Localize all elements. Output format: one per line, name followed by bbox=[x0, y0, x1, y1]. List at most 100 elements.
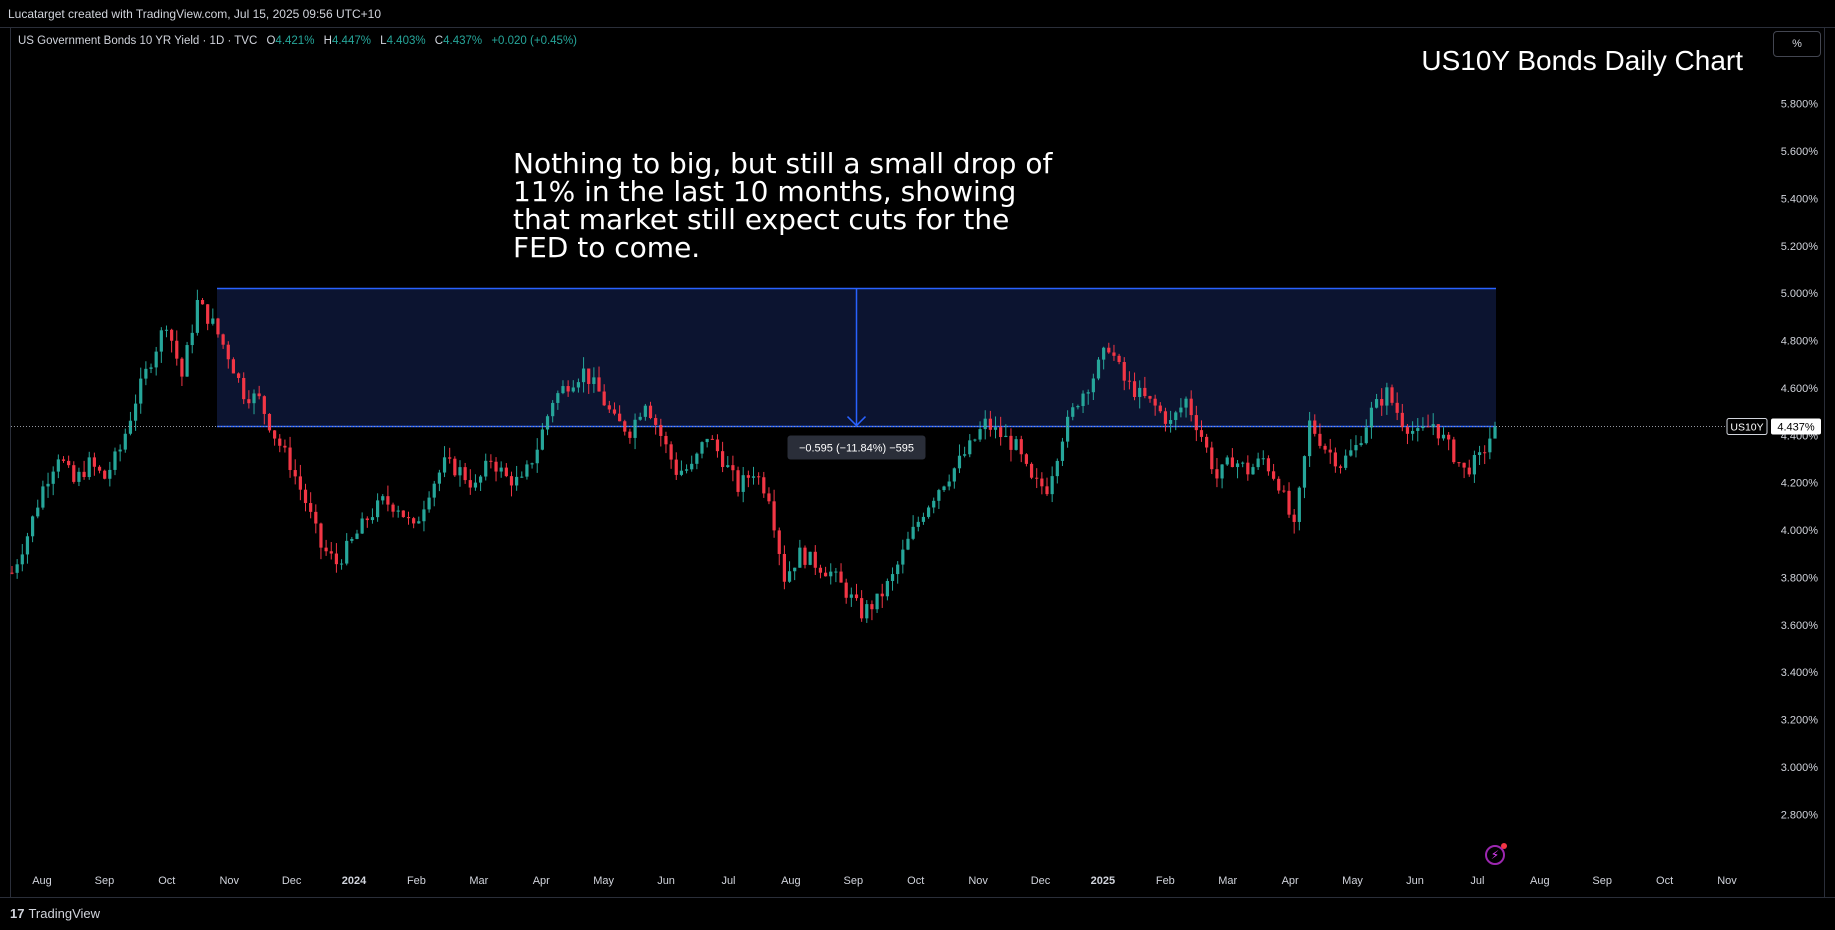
x-tick-label: May bbox=[1342, 875, 1363, 887]
candle bbox=[798, 547, 802, 568]
percent-scale-button[interactable]: % bbox=[1773, 31, 1821, 57]
candle bbox=[190, 332, 194, 346]
attribution-bar: Lucatarget created with TradingView.com,… bbox=[0, 0, 1835, 28]
high-value: 4.447% bbox=[331, 35, 371, 47]
x-tick-label: Aug bbox=[32, 875, 52, 887]
candle bbox=[1447, 434, 1451, 440]
candle bbox=[535, 449, 539, 464]
candle bbox=[1035, 477, 1039, 479]
candle bbox=[602, 391, 606, 406]
x-tick-label: Nov bbox=[968, 875, 988, 887]
x-tick-label: Nov bbox=[1717, 875, 1737, 887]
y-tick-label: 3.800% bbox=[1781, 572, 1819, 584]
x-tick-label: Oct bbox=[907, 875, 924, 887]
candle bbox=[267, 413, 272, 431]
candle bbox=[803, 547, 807, 565]
candle bbox=[103, 470, 107, 479]
candle bbox=[839, 571, 843, 583]
candle bbox=[1009, 435, 1013, 450]
candle bbox=[1096, 359, 1101, 379]
candle bbox=[113, 451, 117, 470]
candle bbox=[303, 489, 308, 504]
candle bbox=[525, 464, 529, 477]
candle bbox=[334, 553, 339, 565]
candle bbox=[690, 463, 694, 470]
x-tick-label: Feb bbox=[1156, 875, 1175, 887]
candle bbox=[973, 439, 977, 441]
tradingview-logo[interactable]: 17 TradingView bbox=[10, 906, 100, 921]
candle bbox=[731, 465, 735, 471]
candle bbox=[1199, 430, 1204, 437]
candle bbox=[705, 438, 709, 443]
candle bbox=[592, 377, 596, 384]
candle bbox=[1287, 490, 1291, 515]
tradingview-logo-icon: 17 bbox=[10, 906, 25, 921]
y-tick-label: 4.600% bbox=[1781, 383, 1819, 395]
candle bbox=[957, 455, 962, 469]
candle bbox=[648, 405, 653, 419]
flash-icon[interactable]: ⚡ bbox=[1485, 843, 1507, 865]
candle bbox=[551, 402, 555, 417]
candle bbox=[252, 393, 256, 404]
price-tag-box bbox=[1771, 418, 1821, 435]
x-axis[interactable]: Aug Sep Oct Nov Dec 2024 Feb Mar Apr May Jun Jul Aug… bbox=[32, 875, 1737, 887]
x-tick-label: Apr bbox=[1282, 875, 1299, 887]
open-value: 4.421% bbox=[275, 35, 315, 47]
candle bbox=[1189, 398, 1193, 416]
candle bbox=[1493, 426, 1497, 439]
candle bbox=[1045, 486, 1049, 495]
candle bbox=[139, 378, 143, 404]
candle bbox=[1457, 462, 1461, 464]
candle bbox=[1441, 434, 1446, 439]
candle bbox=[1282, 490, 1286, 492]
annotation-text[interactable]: Nothing to big, but still a small drop o… bbox=[513, 147, 1053, 264]
candle bbox=[92, 457, 96, 467]
candle bbox=[288, 447, 292, 471]
candle bbox=[1323, 445, 1327, 450]
candle bbox=[921, 516, 926, 522]
candle bbox=[185, 345, 189, 377]
measure-label-box bbox=[787, 435, 926, 460]
candle bbox=[1235, 463, 1240, 468]
symbol-tag-box bbox=[1726, 418, 1768, 436]
candle bbox=[1374, 399, 1379, 408]
candle bbox=[15, 564, 19, 573]
symbol-legend[interactable]: US Government Bonds 10 YR Yield · 1D · T… bbox=[18, 35, 577, 47]
x-tick-label: Nov bbox=[219, 875, 239, 887]
y-tick-label: 5.200% bbox=[1781, 241, 1819, 253]
candle bbox=[607, 405, 611, 410]
chart-title: US10Y Bonds Daily Chart bbox=[1421, 45, 1743, 76]
candle bbox=[1230, 457, 1234, 468]
candle bbox=[1143, 387, 1147, 397]
x-tick-label: Jul bbox=[721, 875, 735, 887]
candle bbox=[329, 551, 333, 554]
candle bbox=[715, 439, 720, 452]
candle bbox=[386, 496, 390, 505]
candle bbox=[1122, 362, 1126, 381]
candle bbox=[97, 466, 102, 471]
candle bbox=[67, 460, 71, 466]
candle bbox=[391, 504, 395, 512]
candle bbox=[468, 480, 472, 488]
y-tick-label: 4.800% bbox=[1781, 336, 1819, 348]
x-tick-label: Sep bbox=[1592, 875, 1612, 887]
y-tick-label: 5.000% bbox=[1781, 288, 1819, 300]
measure-tool[interactable]: −0.595 (−11.84%) −595 bbox=[217, 287, 1496, 460]
y-tick-label: 4.000% bbox=[1781, 525, 1819, 537]
candle bbox=[293, 470, 297, 477]
candle bbox=[324, 547, 328, 552]
candle bbox=[30, 516, 35, 537]
candle bbox=[520, 476, 524, 478]
candle bbox=[458, 467, 462, 476]
candle bbox=[247, 399, 251, 404]
candle bbox=[180, 358, 184, 377]
candle bbox=[1354, 445, 1358, 451]
y-axis[interactable]: 5.800% 5.600% 5.400% 5.200% 5.000% 4.800% 4.60… bbox=[1781, 99, 1819, 822]
chart-frame[interactable] bbox=[10, 28, 1825, 897]
candle bbox=[633, 419, 637, 438]
candle bbox=[381, 496, 385, 501]
candle bbox=[638, 416, 642, 420]
candle bbox=[1364, 427, 1368, 444]
candle bbox=[782, 553, 786, 582]
